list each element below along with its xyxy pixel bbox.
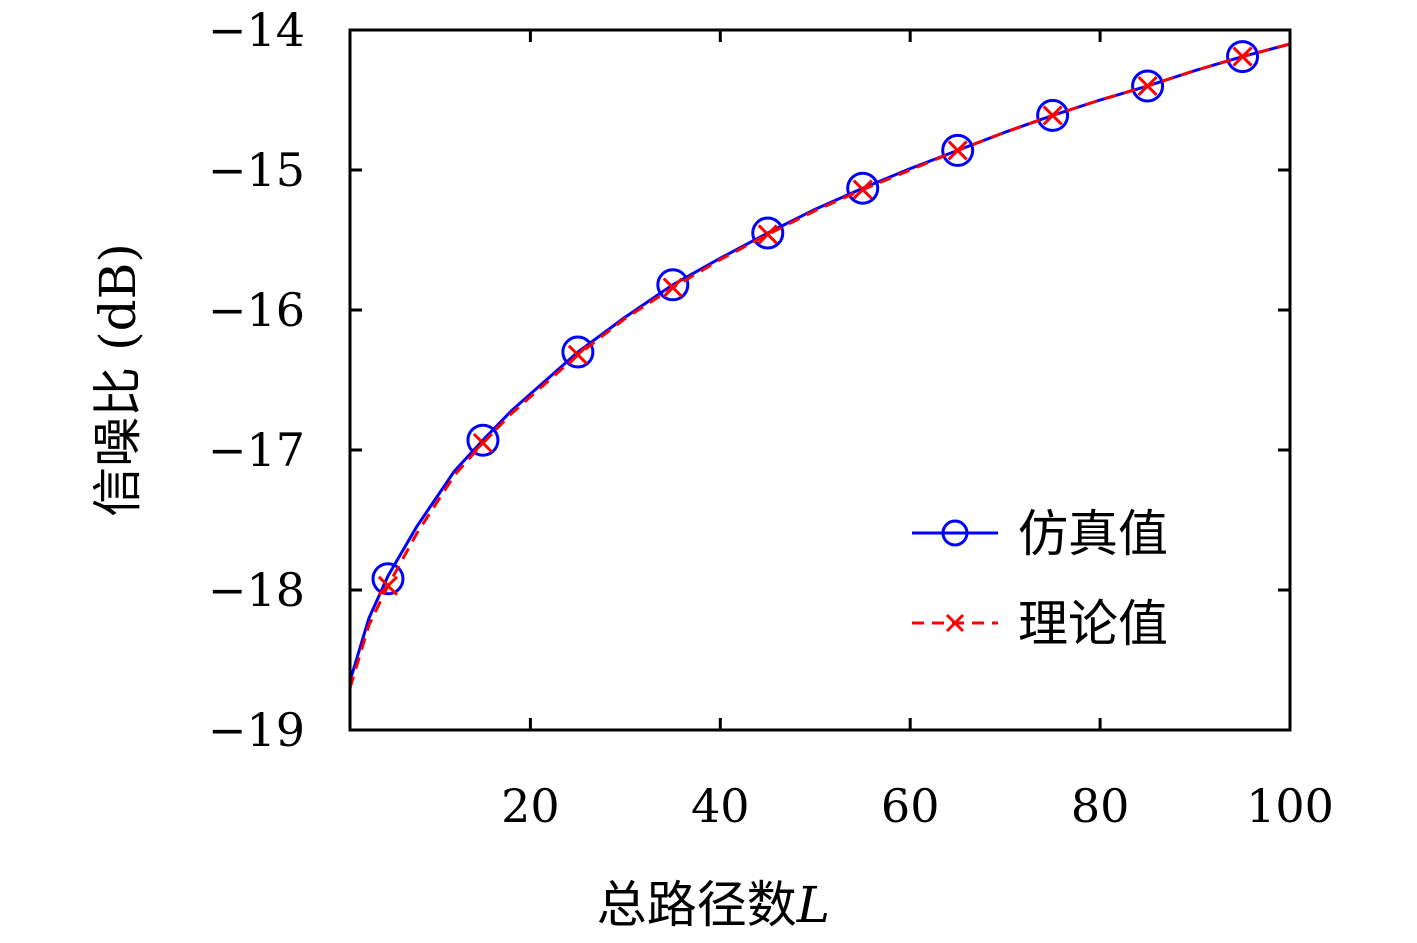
y-axis-label: 信噪比 (dB) [89, 243, 147, 517]
x-tick-label: 20 [501, 779, 560, 833]
legend-label: 仿真值 [1018, 505, 1168, 563]
plot-frame [348, 28, 1292, 732]
series-2 [348, 42, 1291, 689]
data-point-x [377, 575, 399, 596]
data-point-circle [751, 216, 785, 250]
data-point-x [1232, 46, 1253, 67]
y-tick-label: −17 [208, 423, 305, 477]
x-axis-label: 总路径数L [597, 876, 830, 934]
legend-label: 理论值 [1018, 595, 1168, 653]
series-1 [348, 40, 1291, 682]
data-point-circle [1036, 98, 1070, 132]
x-tick-label: 40 [691, 779, 750, 833]
data-point-circle [371, 562, 405, 596]
data-point-circle [466, 423, 500, 457]
data-point-circle [1131, 69, 1165, 103]
data-point-x [947, 140, 968, 161]
series-line [348, 42, 1291, 689]
axis-tick-labels: 20 40 60 80 100 −14 −15 −16 −17 −18 −19 [208, 3, 1334, 833]
y-tick-label: −18 [208, 563, 305, 617]
legend-entry-1: 仿真值 [912, 505, 1168, 563]
data-point-circle [941, 519, 969, 547]
y-tick-label: −16 [208, 283, 305, 337]
x-tick-label: 100 [1246, 779, 1334, 833]
data-point-circle [656, 268, 690, 302]
data-point-circle [846, 171, 880, 205]
x-axis-label-variable: L [796, 876, 830, 934]
series-line [348, 42, 1291, 682]
x-tick-label: 80 [1071, 779, 1130, 833]
data-point-x [567, 344, 588, 365]
legend-entry-2: 理论值 [912, 595, 1168, 653]
data-point-x [472, 432, 493, 454]
data-point-x [1137, 75, 1158, 97]
x-tick-label: 60 [881, 779, 940, 833]
plot-series [348, 40, 1291, 689]
y-tick-label: −15 [208, 143, 305, 197]
data-point-circle [1226, 40, 1260, 74]
x-axis-label-text: 总路径数 [597, 876, 797, 934]
data-point-x [852, 179, 873, 200]
data-point-x [945, 613, 965, 633]
data-point-circle [941, 133, 975, 167]
data-point-x [1042, 105, 1063, 126]
data-point-x [757, 224, 778, 245]
y-tick-label: −19 [208, 703, 305, 757]
data-point-circle [561, 335, 595, 369]
y-tick-label: −14 [208, 3, 305, 57]
data-point-x [662, 277, 683, 298]
